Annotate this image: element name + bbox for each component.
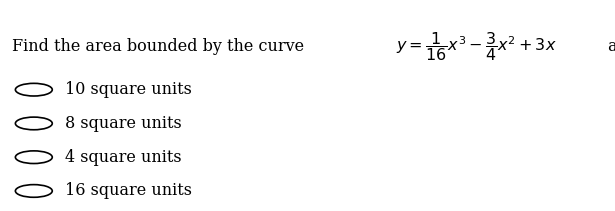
- Text: Find the area bounded by the curve: Find the area bounded by the curve: [12, 38, 309, 55]
- Text: $y=\dfrac{1}{16}x^3-\dfrac{3}{4}x^2+3x$: $y=\dfrac{1}{16}x^3-\dfrac{3}{4}x^2+3x$: [396, 30, 557, 63]
- Text: 8 square units: 8 square units: [65, 115, 181, 132]
- Text: 16 square units: 16 square units: [65, 183, 192, 199]
- Text: 10 square units: 10 square units: [65, 81, 191, 98]
- Text: and the line: and the line: [603, 38, 615, 55]
- Text: 4 square units: 4 square units: [65, 149, 181, 166]
